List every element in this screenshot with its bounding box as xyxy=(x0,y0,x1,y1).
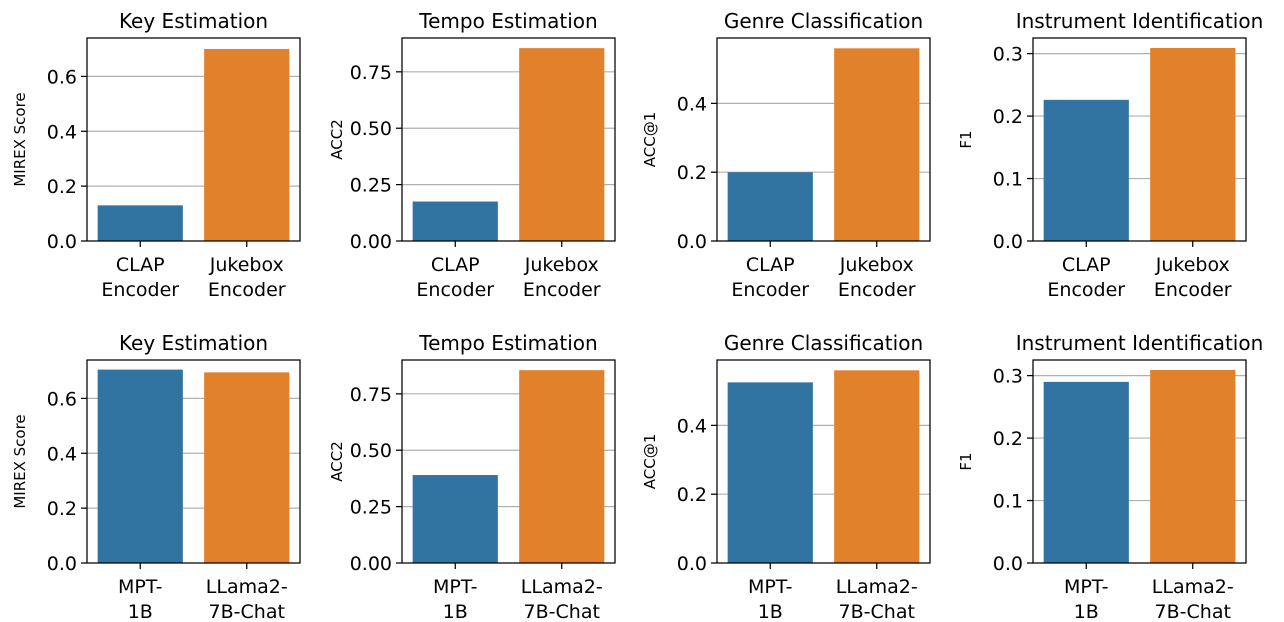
axes-frame xyxy=(1032,37,1247,242)
axes-frame xyxy=(401,359,616,564)
bar-1 xyxy=(519,370,605,563)
y-axis-label: ACC@1 xyxy=(641,112,659,168)
bar-0 xyxy=(727,382,813,563)
y-tick-label: 0.1 xyxy=(993,169,1023,191)
axes-frame xyxy=(86,359,301,564)
bar-1 xyxy=(519,48,605,242)
bar-0 xyxy=(97,205,183,241)
axes-frame xyxy=(716,359,931,564)
y-tick-label: 0.2 xyxy=(993,106,1023,128)
y-tick-label: 0.0 xyxy=(993,231,1023,253)
subplot-1-0: 0.0 0.2 0.4 0.6 MPT-1B LLama2-7B-Chat Key Esti… xyxy=(11,331,301,622)
y-tick-label: 0.75 xyxy=(350,62,392,84)
y-tick-label: 0.25 xyxy=(350,497,392,519)
bar-0 xyxy=(727,172,813,241)
subplot-title: Genre Classification xyxy=(724,9,923,33)
subplot-1-2: 0.0 0.2 0.4 MPT-1B LLama2-7B-Chat Genre Class… xyxy=(641,331,931,622)
x-tick-label: Jukebox Encoder xyxy=(838,254,916,301)
subplot-0-2: 0.0 0.2 0.4 CLAP Encoder Jukebox Encoder Genre … xyxy=(641,9,931,301)
x-tick-label: CLAP Encoder xyxy=(1047,254,1125,301)
x-tick-label: CLAP Encoder xyxy=(416,254,494,301)
y-tick-label: 0.0 xyxy=(47,553,77,575)
subplot-1-1: 0.00 0.25 0.50 0.75 MPT-1B LLama2-7B-Chat Temp… xyxy=(328,331,616,622)
subplot-0-0: 0.0 0.2 0.4 0.6 CLAP Encoder Jukebox Encoder Key… xyxy=(11,9,301,301)
subplot-1-3: 0.0 0.1 0.2 0.3 MPT-1B LLama2-7B-Chat Instrume… xyxy=(957,331,1263,622)
axes-frame xyxy=(401,37,616,242)
x-tick-label: CLAP Encoder xyxy=(101,254,179,301)
bar-1 xyxy=(204,48,290,241)
x-tick-label: MPT-1B xyxy=(118,576,163,622)
y-tick-label: 0.2 xyxy=(677,162,707,184)
bar-0 xyxy=(97,369,183,563)
y-tick-label: 0.4 xyxy=(677,93,707,115)
x-tick-label: Jukebox Encoder xyxy=(1154,254,1232,301)
y-tick-label: 0.4 xyxy=(677,415,707,437)
y-tick-label: 0.00 xyxy=(350,553,392,575)
y-tick-label: 0.50 xyxy=(350,440,392,462)
y-tick-label: 0.2 xyxy=(47,498,77,520)
y-axis-label: F1 xyxy=(957,130,975,148)
x-tick-label: Jukebox Encoder xyxy=(523,254,601,301)
y-tick-label: 0.2 xyxy=(993,428,1023,450)
bar-0 xyxy=(412,201,498,241)
x-tick-label: CLAP Encoder xyxy=(731,254,809,301)
bar-0 xyxy=(1043,381,1129,563)
y-tick-label: 0.75 xyxy=(350,384,392,406)
axes-frame xyxy=(1032,359,1247,564)
x-tick-label: LLama2-7B-Chat xyxy=(836,576,918,622)
bar-1 xyxy=(834,370,920,563)
y-tick-label: 0.1 xyxy=(993,491,1023,513)
y-tick-label: 0.0 xyxy=(677,231,707,253)
bar-0 xyxy=(1043,99,1129,242)
y-tick-label: 0.0 xyxy=(993,553,1023,575)
subplot-title: Tempo Estimation xyxy=(418,9,597,33)
x-tick-label: MPT-1B xyxy=(748,576,793,622)
y-axis-label: MIREX Score xyxy=(11,414,29,508)
y-axis-label: ACC@1 xyxy=(641,434,659,490)
x-tick-label: LLama2-7B-Chat xyxy=(206,576,288,622)
bar-1 xyxy=(1150,47,1236,241)
x-tick-label: Jukebox Encoder xyxy=(208,254,286,301)
subplot-title: Key Estimation xyxy=(119,331,268,355)
y-tick-label: 0.25 xyxy=(350,175,392,197)
axes-frame xyxy=(86,37,301,242)
x-tick-label: MPT-1B xyxy=(433,576,478,622)
subplot-title: Instrument Identification xyxy=(1016,9,1264,33)
y-axis-label: ACC2 xyxy=(328,441,346,482)
y-axis-label: F1 xyxy=(957,452,975,470)
bar-1 xyxy=(834,48,920,241)
y-tick-label: 0.4 xyxy=(47,443,77,465)
x-tick-label: LLama2-7B-Chat xyxy=(1152,576,1234,622)
y-tick-label: 0.0 xyxy=(47,231,77,253)
y-tick-label: 0.50 xyxy=(350,118,392,140)
y-tick-label: 0.3 xyxy=(993,366,1023,388)
y-tick-label: 0.4 xyxy=(47,121,77,143)
axes-frame xyxy=(716,37,931,242)
subplot-0-3: 0.0 0.1 0.2 0.3 CLAP Encoder Jukebox Encoder Ins… xyxy=(957,9,1263,301)
subplot-0-1: 0.00 0.25 0.50 0.75 CLAP Encoder Jukebox Encode… xyxy=(328,9,616,301)
y-tick-label: 0.2 xyxy=(47,176,77,198)
x-tick-label: LLama2-7B-Chat xyxy=(521,576,603,622)
subplot-title: Tempo Estimation xyxy=(418,331,597,355)
y-tick-label: 0.00 xyxy=(350,231,392,253)
y-tick-label: 0.3 xyxy=(993,44,1023,66)
bar-1 xyxy=(1150,369,1236,563)
x-tick-label: MPT-1B xyxy=(1064,576,1109,622)
y-tick-label: 0.2 xyxy=(677,484,707,506)
bar-0 xyxy=(412,475,498,563)
y-tick-label: 0.6 xyxy=(47,66,77,88)
y-axis-label: MIREX Score xyxy=(11,92,29,186)
subplot-title: Key Estimation xyxy=(119,9,268,33)
y-tick-label: 0.0 xyxy=(677,553,707,575)
subplot-title: Genre Classification xyxy=(724,331,923,355)
bar-1 xyxy=(204,372,290,563)
y-axis-label: ACC2 xyxy=(328,119,346,160)
subplot-title: Instrument Identification xyxy=(1016,331,1264,355)
y-tick-label: 0.6 xyxy=(47,388,77,410)
